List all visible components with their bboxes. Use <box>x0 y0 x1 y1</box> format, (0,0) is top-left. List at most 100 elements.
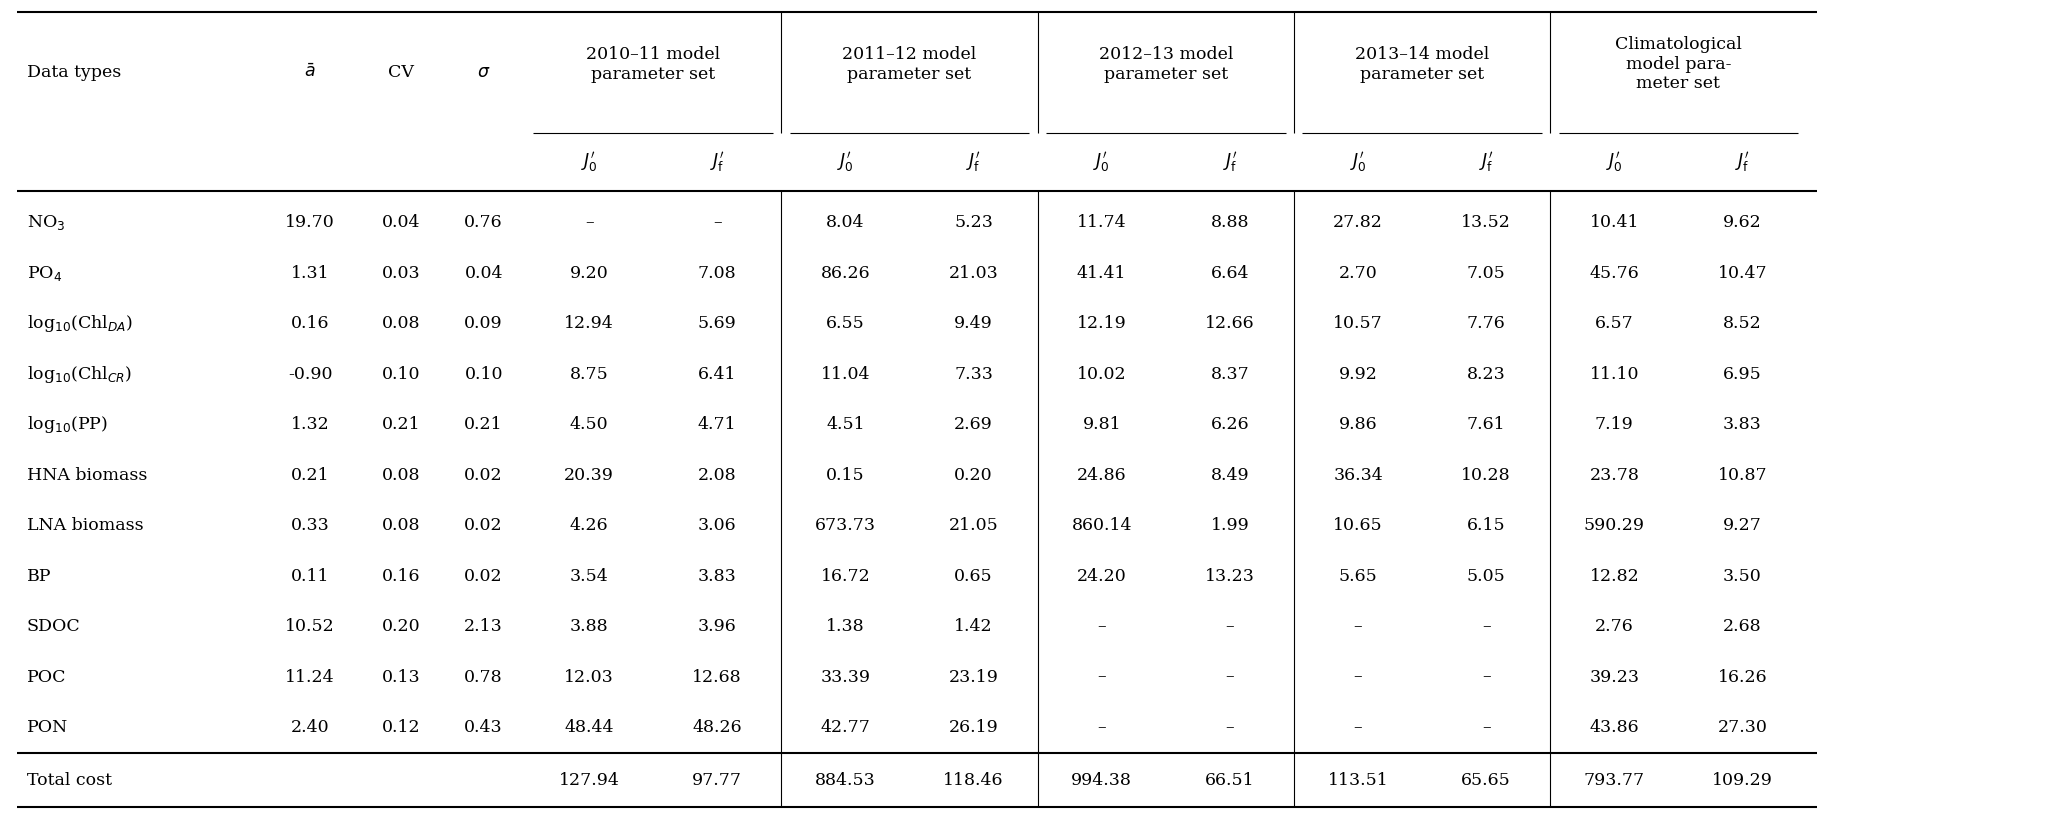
Text: –: – <box>1226 719 1234 736</box>
Text: HNA biomass: HNA biomass <box>27 467 147 484</box>
Text: 0.03: 0.03 <box>382 265 420 282</box>
Text: PON: PON <box>27 719 68 736</box>
Text: 8.04: 8.04 <box>827 215 864 231</box>
Text: –: – <box>1482 719 1490 736</box>
Text: 8.23: 8.23 <box>1468 366 1505 383</box>
Text: –: – <box>1354 668 1362 685</box>
Text: –: – <box>1226 668 1234 685</box>
Text: 33.39: 33.39 <box>821 668 870 685</box>
Text: 0.04: 0.04 <box>465 265 502 282</box>
Text: 6.15: 6.15 <box>1468 517 1505 534</box>
Text: 2.69: 2.69 <box>955 416 992 433</box>
Text: 3.83: 3.83 <box>1724 416 1761 433</box>
Text: 10.47: 10.47 <box>1718 265 1767 282</box>
Text: 7.76: 7.76 <box>1468 315 1505 333</box>
Text: 0.15: 0.15 <box>827 467 864 484</box>
Text: 0.11: 0.11 <box>291 567 329 585</box>
Text: 26.19: 26.19 <box>949 719 998 736</box>
Text: 7.08: 7.08 <box>699 265 736 282</box>
Text: 10.28: 10.28 <box>1461 467 1511 484</box>
Text: 8.52: 8.52 <box>1724 315 1761 333</box>
Text: 8.88: 8.88 <box>1211 215 1248 231</box>
Text: 12.82: 12.82 <box>1590 567 1639 585</box>
Text: 1.38: 1.38 <box>827 618 864 635</box>
Text: 5.05: 5.05 <box>1468 567 1505 585</box>
Text: NO$_3$: NO$_3$ <box>27 213 66 233</box>
Text: log$_{10}$(Chl$_{DA}$): log$_{10}$(Chl$_{DA}$) <box>27 313 132 334</box>
Text: 10.02: 10.02 <box>1077 366 1127 383</box>
Text: 6.26: 6.26 <box>1211 416 1248 433</box>
Text: 19.70: 19.70 <box>285 215 335 231</box>
Text: 24.20: 24.20 <box>1077 567 1127 585</box>
Text: 16.72: 16.72 <box>821 567 870 585</box>
Text: 0.16: 0.16 <box>382 567 420 585</box>
Text: 20.39: 20.39 <box>564 467 614 484</box>
Text: 42.77: 42.77 <box>821 719 870 736</box>
Text: 0.20: 0.20 <box>955 467 992 484</box>
Text: 0.33: 0.33 <box>291 517 329 534</box>
Text: $J_0'$: $J_0'$ <box>837 150 854 174</box>
Text: -0.90: -0.90 <box>287 366 333 383</box>
Text: $\bar{a}$: $\bar{a}$ <box>304 63 316 81</box>
Text: LNA biomass: LNA biomass <box>27 517 143 534</box>
Text: –: – <box>713 215 721 231</box>
Text: 2.13: 2.13 <box>465 618 502 635</box>
Text: 27.82: 27.82 <box>1333 215 1383 231</box>
Text: 8.49: 8.49 <box>1211 467 1248 484</box>
Text: 36.34: 36.34 <box>1333 467 1383 484</box>
Text: 0.08: 0.08 <box>382 315 420 333</box>
Text: 11.10: 11.10 <box>1590 366 1639 383</box>
Text: $J_\mathrm{f}'$: $J_\mathrm{f}'$ <box>1222 150 1238 174</box>
Text: –: – <box>1354 719 1362 736</box>
Text: 43.86: 43.86 <box>1590 719 1639 736</box>
Text: PO$_4$: PO$_4$ <box>27 263 62 283</box>
Text: –: – <box>1482 618 1490 635</box>
Text: 5.69: 5.69 <box>699 315 736 333</box>
Text: 0.02: 0.02 <box>465 517 502 534</box>
Text: 12.68: 12.68 <box>692 668 742 685</box>
Text: 6.55: 6.55 <box>827 315 864 333</box>
Text: 1.42: 1.42 <box>955 618 992 635</box>
Text: 0.13: 0.13 <box>382 668 420 685</box>
Text: 11.74: 11.74 <box>1077 215 1127 231</box>
Text: 2012–13 model
parameter set: 2012–13 model parameter set <box>1098 46 1234 83</box>
Text: 113.51: 113.51 <box>1327 772 1389 789</box>
Text: –: – <box>1226 618 1234 635</box>
Text: 6.64: 6.64 <box>1211 265 1248 282</box>
Text: 590.29: 590.29 <box>1583 517 1645 534</box>
Text: $J_\mathrm{f}'$: $J_\mathrm{f}'$ <box>1478 150 1494 174</box>
Text: 3.96: 3.96 <box>699 618 736 635</box>
Text: 12.03: 12.03 <box>564 668 614 685</box>
Text: 3.83: 3.83 <box>699 567 736 585</box>
Text: 97.77: 97.77 <box>692 772 742 789</box>
Text: 13.52: 13.52 <box>1461 215 1511 231</box>
Text: 1.32: 1.32 <box>291 416 329 433</box>
Text: 10.57: 10.57 <box>1333 315 1383 333</box>
Text: 23.78: 23.78 <box>1590 467 1639 484</box>
Text: Climatological
model para-
meter set: Climatological model para- meter set <box>1614 36 1742 93</box>
Text: 884.53: 884.53 <box>814 772 876 789</box>
Text: 994.38: 994.38 <box>1071 772 1133 789</box>
Text: 21.03: 21.03 <box>949 265 998 282</box>
Text: 10.87: 10.87 <box>1718 467 1767 484</box>
Text: 6.41: 6.41 <box>699 366 736 383</box>
Text: $J_0'$: $J_0'$ <box>1093 150 1110 174</box>
Text: 0.10: 0.10 <box>382 366 420 383</box>
Text: CV: CV <box>389 64 413 80</box>
Text: 13.23: 13.23 <box>1205 567 1255 585</box>
Text: 0.08: 0.08 <box>382 467 420 484</box>
Text: 0.65: 0.65 <box>955 567 992 585</box>
Text: 2.68: 2.68 <box>1724 618 1761 635</box>
Text: 41.41: 41.41 <box>1077 265 1127 282</box>
Text: 4.71: 4.71 <box>699 416 736 433</box>
Text: 23.19: 23.19 <box>949 668 998 685</box>
Text: $J_\mathrm{f}'$: $J_\mathrm{f}'$ <box>709 150 726 174</box>
Text: $J_0'$: $J_0'$ <box>1350 150 1366 174</box>
Text: 8.75: 8.75 <box>570 366 608 383</box>
Text: 86.26: 86.26 <box>821 265 870 282</box>
Text: 10.52: 10.52 <box>285 618 335 635</box>
Text: 860.14: 860.14 <box>1071 517 1133 534</box>
Text: 0.02: 0.02 <box>465 467 502 484</box>
Text: POC: POC <box>27 668 66 685</box>
Text: 16.26: 16.26 <box>1718 668 1767 685</box>
